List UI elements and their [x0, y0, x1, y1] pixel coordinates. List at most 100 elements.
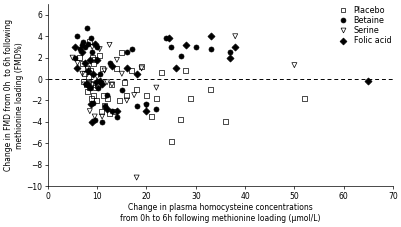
Point — [91, 115, 98, 118]
Point — [103, 81, 110, 84]
Point — [79, 72, 85, 76]
Point — [69, 56, 75, 59]
Point — [227, 51, 233, 54]
Point — [364, 79, 371, 83]
Point — [86, 109, 93, 113]
Point — [290, 63, 297, 67]
Point — [74, 61, 81, 65]
Point — [89, 56, 95, 59]
Point — [123, 93, 130, 97]
Point — [143, 102, 149, 106]
Point — [94, 75, 100, 79]
Point — [143, 93, 149, 97]
Point — [81, 83, 88, 86]
Point — [81, 45, 88, 49]
Point — [101, 104, 107, 108]
Point — [90, 93, 97, 97]
Point — [99, 93, 106, 97]
Point — [106, 111, 112, 115]
Point — [113, 67, 120, 70]
Point — [172, 67, 179, 70]
Point — [109, 83, 115, 86]
Point — [109, 109, 115, 113]
Point — [182, 69, 188, 72]
Point — [118, 88, 125, 92]
Point — [85, 81, 91, 84]
Point — [177, 118, 184, 122]
Point — [231, 45, 238, 49]
Point — [87, 81, 94, 85]
Point — [118, 51, 125, 54]
Point — [177, 54, 184, 57]
Point — [133, 72, 140, 76]
Point — [153, 107, 159, 111]
Point — [113, 115, 120, 118]
Point — [168, 45, 174, 49]
Point — [95, 83, 101, 86]
Point — [138, 67, 144, 70]
Point — [131, 93, 137, 97]
Point — [109, 64, 115, 68]
Point — [91, 118, 98, 122]
Point — [86, 86, 93, 89]
Point — [86, 86, 93, 89]
Point — [84, 26, 90, 30]
Point — [85, 75, 92, 79]
Point — [90, 101, 96, 104]
Point — [96, 72, 103, 76]
Point — [103, 96, 110, 100]
Point — [192, 45, 198, 49]
Point — [158, 71, 164, 74]
Point — [207, 35, 213, 38]
Point — [96, 47, 103, 51]
Point — [77, 56, 83, 59]
Point — [91, 42, 98, 46]
Point — [84, 90, 91, 94]
Point — [80, 79, 86, 83]
Point — [103, 93, 110, 97]
Point — [121, 81, 127, 84]
Point — [123, 99, 130, 102]
Y-axis label: Change in FMD from 0h  to 6h following
methionine loading (FMD%): Change in FMD from 0h to 6h following me… — [4, 19, 24, 171]
Point — [84, 67, 90, 70]
Point — [111, 109, 117, 113]
Point — [72, 45, 78, 49]
Point — [85, 69, 91, 72]
Point — [96, 54, 103, 57]
Point — [207, 88, 213, 92]
Point — [101, 69, 107, 72]
Point — [96, 79, 103, 83]
Point — [79, 51, 85, 54]
Point — [153, 96, 159, 100]
Point — [90, 61, 96, 65]
Point — [101, 104, 107, 108]
Point — [99, 120, 105, 124]
Point — [182, 43, 188, 47]
Point — [93, 81, 99, 84]
Point — [133, 104, 140, 108]
Point — [81, 72, 88, 76]
Point — [128, 47, 135, 51]
Point — [88, 96, 94, 100]
Point — [79, 43, 85, 47]
Point — [99, 115, 105, 118]
Point — [227, 56, 233, 59]
Point — [94, 45, 100, 49]
Point — [94, 84, 100, 87]
Point — [123, 67, 130, 70]
Point — [187, 96, 194, 100]
Point — [88, 37, 94, 40]
Point — [85, 42, 91, 46]
Point — [87, 69, 93, 72]
Point — [222, 120, 228, 124]
Point — [133, 88, 140, 92]
Point — [88, 102, 94, 106]
Point — [106, 61, 112, 65]
Legend: Placebo, Betaine, Serine, Folic acid: Placebo, Betaine, Serine, Folic acid — [334, 5, 391, 46]
Point — [72, 56, 78, 59]
Point — [90, 72, 96, 76]
Point — [83, 83, 89, 86]
Point — [123, 51, 130, 54]
Point — [207, 47, 213, 51]
Point — [113, 58, 120, 62]
